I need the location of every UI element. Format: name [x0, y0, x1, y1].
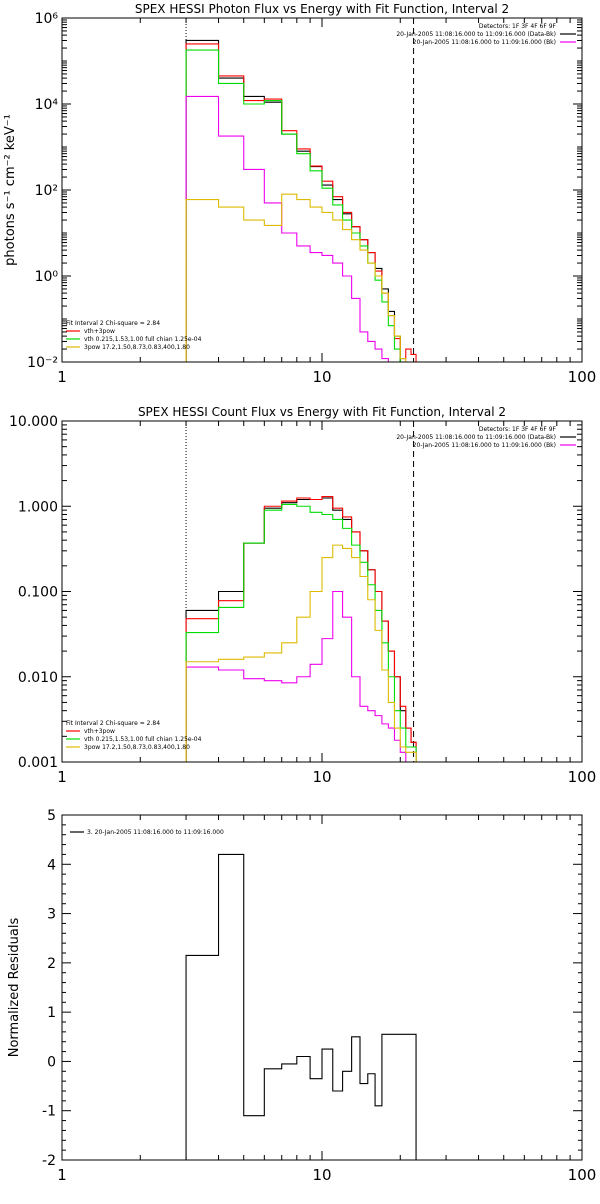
legend-topright-entry: Detectors: 1F 3F 4F 6F 9F	[479, 23, 557, 30]
legend-bottomleft-entry: vth 0.215,1.53,1.00 full chian 1.25e-04	[84, 736, 202, 743]
y-tick-label: 10⁴	[35, 97, 59, 113]
x-tick-label: 1	[57, 768, 67, 786]
y-tick-label: 4	[47, 857, 56, 873]
series-line-3	[185, 503, 427, 762]
x-tick-label: 10	[312, 1166, 331, 1184]
x-tick-label: 100	[568, 768, 597, 786]
series-line-1	[185, 39, 427, 362]
y-tick-label: 10²	[35, 183, 58, 199]
chart-title: SPEX HESSI Count Flux vs Energy with Fit…	[138, 405, 506, 419]
legend-topright-entry: 20-Jan-2005 11:08:16.000 to 11:09:16.000…	[396, 31, 556, 38]
legend-topright-entry: 20-Jan-2005 11:08:16.000 to 11:09:16.000…	[413, 442, 556, 449]
x-tick-label: 10	[312, 768, 331, 786]
y-tick-label: 1	[47, 1005, 56, 1021]
chart-panel-2: SPEX HESSI Count Flux vs Energy with Fit…	[9, 405, 597, 786]
y-tick-label: 0.001	[18, 755, 58, 771]
y-tick-label: -1	[42, 1104, 56, 1120]
y-tick-label: 0.010	[18, 670, 58, 686]
legend-bottomleft-entry: 3pow 17.2,1.50,8.73,0.83,400,1.80	[84, 344, 190, 351]
series-line-4	[185, 590, 427, 762]
y-tick-label: 10⁻²	[27, 355, 58, 371]
x-tick-label: 1	[57, 368, 67, 386]
y-axis-label: photons s⁻¹ cm⁻² keV⁻¹	[3, 114, 18, 266]
chart-title: SPEX HESSI Photon Flux vs Energy with Fi…	[135, 2, 509, 16]
plot-frame	[61, 420, 583, 763]
legend-topright-entry: 20-Jan-2005 11:08:16.000 to 11:09:16.000…	[413, 39, 556, 46]
series-line-2	[185, 495, 427, 762]
series-line-5	[185, 193, 427, 362]
legend-topright-entry: Detectors: 1F 3F 4F 6F 9F	[479, 426, 557, 433]
series-line-3	[185, 49, 427, 362]
y-tick-label: 5	[47, 808, 56, 824]
legend-bottomleft-entry: vth 0.215,1.53,1.00 full chian 1.25e-04	[84, 336, 202, 343]
legend-bottomleft-entry: 3pow 17.2,1.50,8.73,0.83,400,1.80	[84, 744, 190, 751]
x-tick-label: 1	[57, 1166, 67, 1184]
x-tick-label: 10	[312, 368, 331, 386]
plot-frame	[61, 814, 583, 1161]
y-tick-label: 1.000	[18, 499, 58, 515]
chart-panel-3: Normalized Residuals 1 10 100 -2 -1 0 1 2 3 4 5 3. 2…	[7, 808, 596, 1184]
y-tick-label: 10.000	[9, 414, 58, 430]
legend-topleft-entry: 3. 20-Jan-2005 11:08:16.000 to 11:09:16.…	[87, 829, 224, 836]
y-tick-label: 10⁰	[35, 269, 59, 285]
chart-panel-1: SPEX HESSI Photon Flux vs Energy with Fi…	[3, 2, 596, 386]
y-tick-label: 10⁶	[35, 11, 59, 27]
y-tick-label: 0	[47, 1054, 56, 1070]
legend-bottomleft-entry: Fit Interval 2 Chi-square = 2.84	[66, 320, 160, 327]
y-tick-label: 0.100	[18, 585, 58, 601]
series-line-1	[185, 497, 427, 762]
series-line-4	[185, 95, 427, 362]
y-axis-label: Normalized Residuals	[7, 918, 22, 1058]
legend-topright-entry: 20-Jan-2005 11:08:16.000 to 11:09:16.000…	[396, 434, 556, 441]
legend-bottomleft-entry: vth+3pow	[84, 728, 115, 735]
legend-bottomleft-entry: vth+3pow	[84, 328, 115, 335]
series-line-5	[185, 544, 427, 762]
y-tick-label: -2	[42, 1153, 56, 1169]
y-tick-label: 2	[47, 956, 56, 972]
y-tick-label: 3	[47, 907, 56, 923]
series-line-1	[185, 853, 417, 1160]
x-tick-label: 100	[568, 1166, 597, 1184]
plot-frame	[61, 17, 583, 363]
legend-bottomleft-entry: Fit Interval 2 Chi-square = 2.84	[66, 720, 160, 727]
x-tick-label: 100	[568, 368, 597, 386]
